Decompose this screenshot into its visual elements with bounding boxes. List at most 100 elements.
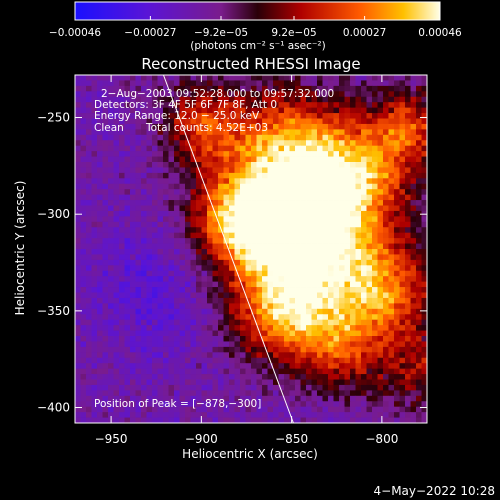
heatmap-cell [289, 303, 296, 310]
heatmap-cell [135, 129, 142, 136]
heatmap-cell [339, 123, 345, 130]
heatmap-cell [124, 303, 131, 310]
heatmap-cell [141, 238, 147, 244]
heatmap-cell [267, 406, 274, 413]
heatmap-cell [328, 123, 334, 130]
heatmap-cell [223, 319, 230, 326]
heatmap-cell [377, 303, 384, 310]
heatmap-cell [135, 330, 142, 337]
heatmap-cell [273, 232, 279, 239]
heatmap-cell [372, 292, 378, 299]
heatmap-cell [212, 167, 219, 174]
heatmap-cell [75, 270, 81, 277]
heatmap-cell [91, 194, 98, 201]
heatmap-cell [240, 243, 246, 250]
heatmap-cell [328, 270, 334, 277]
heatmap-cell [267, 194, 274, 201]
heatmap-cell [119, 189, 125, 196]
heatmap-cell [317, 357, 323, 364]
heatmap-cell [328, 406, 334, 413]
heatmap-cell [267, 319, 274, 326]
heatmap-cell [130, 379, 136, 386]
heatmap-cell [405, 216, 411, 223]
heatmap-cell [80, 172, 87, 179]
heatmap-cell [146, 129, 153, 136]
heatmap-cell [377, 341, 384, 348]
heatmap-cell [372, 118, 378, 125]
heatmap-cell [355, 308, 362, 315]
heatmap-cell [361, 232, 367, 239]
heatmap-cell [146, 417, 153, 424]
heatmap-cell [152, 325, 158, 331]
heatmap-cell [135, 96, 142, 103]
heatmap-cell [234, 352, 241, 359]
heatmap-cell [234, 379, 241, 386]
heatmap-cell [394, 243, 400, 250]
heatmap-cell [372, 357, 378, 364]
heatmap-cell [75, 346, 81, 353]
heatmap-cell [218, 80, 224, 87]
heatmap-cell [410, 259, 417, 266]
heatmap-cell [168, 374, 175, 380]
heatmap-cell [295, 151, 301, 157]
heatmap-cell [300, 91, 307, 98]
heatmap-cell [113, 205, 120, 212]
heatmap-cell [75, 123, 81, 130]
heatmap-cell [377, 107, 384, 114]
heatmap-cell [295, 113, 301, 119]
heatmap-cell [141, 346, 147, 353]
heatmap-cell [113, 221, 120, 228]
heatmap-cell [97, 281, 103, 288]
heatmap-cell [388, 210, 395, 217]
heatmap-cell [361, 384, 367, 391]
heatmap-cell [361, 178, 367, 185]
heatmap-cell [295, 200, 301, 206]
heatmap-cell [295, 129, 301, 136]
heatmap-cell [245, 406, 252, 413]
heatmap-cell [399, 75, 406, 81]
heatmap-cell [339, 216, 345, 223]
heatmap-cell [256, 238, 263, 244]
heatmap-cell [300, 314, 307, 321]
heatmap-cell [135, 162, 142, 168]
heatmap-cell [377, 276, 384, 283]
heatmap-cell [410, 162, 417, 168]
heatmap-cell [284, 162, 290, 168]
heatmap-cell [229, 259, 235, 266]
heatmap-cell [201, 395, 208, 402]
heatmap-cell [361, 238, 367, 244]
heatmap-cell [377, 140, 384, 147]
heatmap-cell [366, 336, 373, 342]
heatmap-cell [212, 357, 219, 364]
heatmap-cell [333, 123, 340, 130]
heatmap-cell [218, 395, 224, 402]
heatmap-cell [251, 325, 257, 331]
heatmap-cell [97, 162, 103, 168]
heatmap-cell [190, 341, 197, 348]
heatmap-cell [383, 259, 389, 266]
heatmap-cell [361, 140, 367, 147]
heatmap-cell [317, 292, 323, 299]
heatmap-cell [399, 200, 406, 206]
heatmap-cell [410, 281, 417, 288]
heatmap-cell [86, 134, 92, 141]
heatmap-cell [130, 341, 136, 348]
heatmap-cell [311, 265, 318, 272]
heatmap-cell [135, 303, 142, 310]
heatmap-cell [152, 194, 158, 201]
heatmap-cell [102, 352, 109, 359]
heatmap-cell [234, 216, 241, 223]
heatmap-cell [361, 221, 367, 228]
heatmap-cell [300, 232, 307, 239]
heatmap-cell [245, 151, 252, 157]
heatmap-cell [146, 107, 153, 114]
heatmap-cell [399, 314, 406, 321]
heatmap-cell [229, 91, 235, 98]
heatmap-cell [311, 205, 318, 212]
heatmap-cell [190, 314, 197, 321]
heatmap-cell [262, 249, 268, 255]
heatmap-cell [91, 265, 98, 272]
heatmap-cell [141, 96, 147, 103]
heatmap-cell [410, 346, 417, 353]
heatmap-cell [311, 85, 318, 92]
